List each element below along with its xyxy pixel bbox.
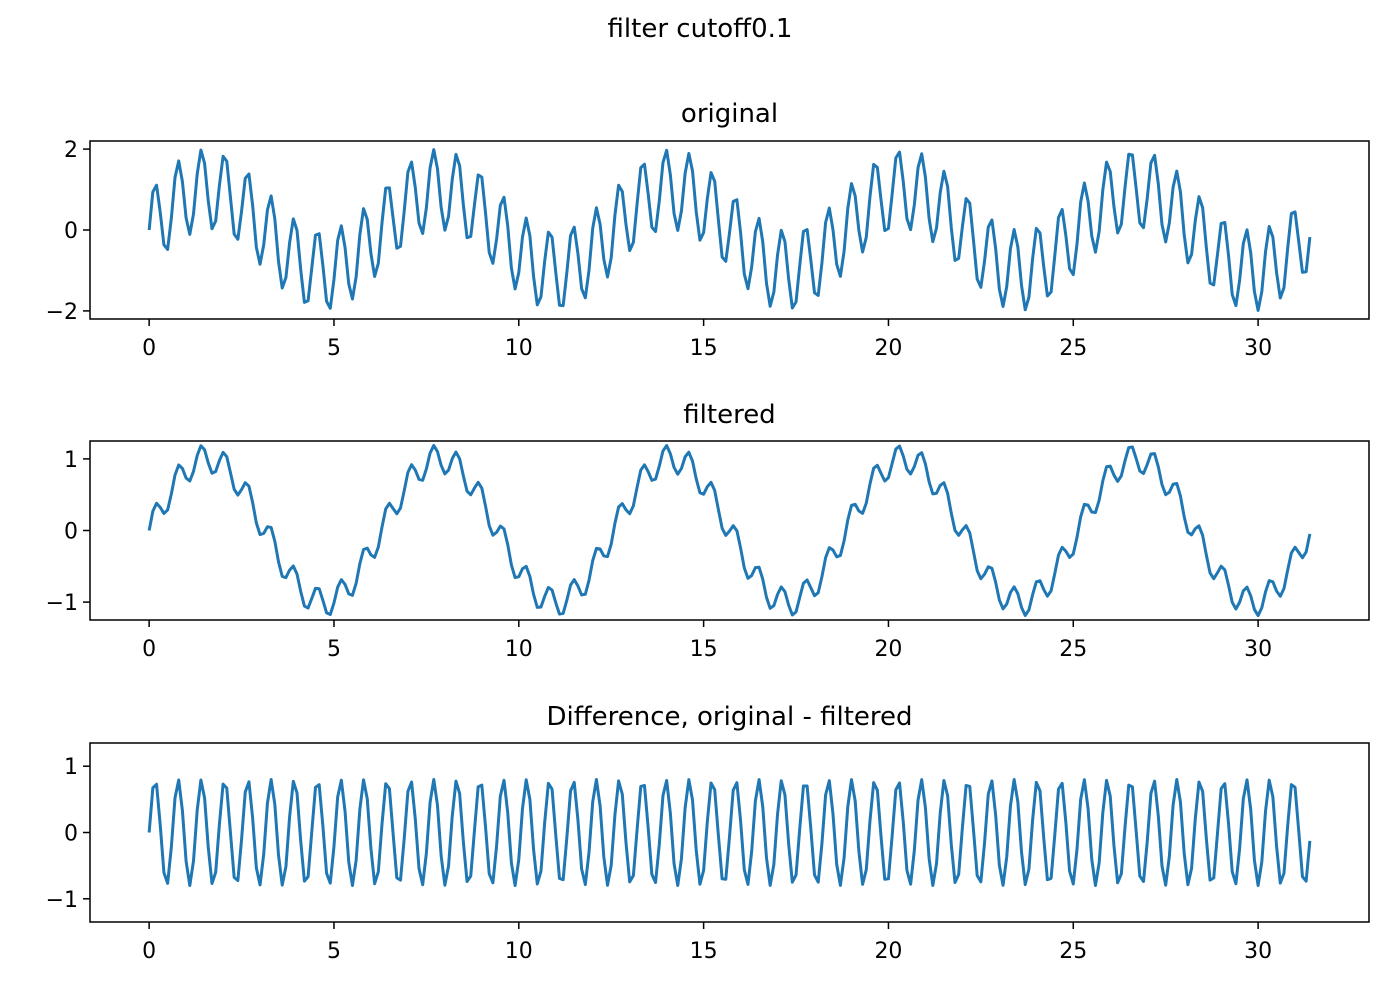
subplot-title: filtered <box>683 400 775 430</box>
x-tick-label: 30 <box>1244 336 1272 361</box>
y-tick-label: 1 <box>64 448 78 473</box>
x-tick-label: 10 <box>505 336 533 361</box>
subplot-2: filtered 0 5 10 15 20 25 30 −1 0 1 <box>46 400 1370 662</box>
x-tick-label: 30 <box>1244 637 1272 662</box>
x-tick-label: 20 <box>874 637 902 662</box>
subplot-title: Difference, original - filtered <box>546 702 912 732</box>
x-tick-label: 15 <box>690 939 718 964</box>
x-tick-label: 5 <box>327 939 341 964</box>
y-tick-label: −2 <box>46 300 78 325</box>
x-tick-label: 15 <box>690 637 718 662</box>
x-tick-label: 25 <box>1059 637 1087 662</box>
y-tick-label: 2 <box>64 138 78 163</box>
y-tick-label: 1 <box>64 755 78 780</box>
x-tick-label: 30 <box>1244 939 1272 964</box>
series-line <box>147 443 1312 618</box>
figure-title: filter cutoff0.1 <box>607 14 793 44</box>
series-line <box>147 777 1312 888</box>
x-tick-label: 0 <box>142 939 156 964</box>
series-line <box>147 148 1312 312</box>
x-tick-label: 10 <box>505 939 533 964</box>
x-tick-label: 0 <box>142 336 156 361</box>
x-tick-label: 15 <box>690 336 718 361</box>
y-tick-label: −1 <box>46 888 78 913</box>
subplot-title: original <box>681 99 778 129</box>
y-tick-label: 0 <box>64 520 78 545</box>
y-tick-label: 0 <box>64 219 78 244</box>
x-tick-label: 25 <box>1059 939 1087 964</box>
x-tick-label: 5 <box>327 336 341 361</box>
x-tick-label: 20 <box>874 336 902 361</box>
x-tick-label: 25 <box>1059 336 1087 361</box>
subplot-1: original 0 5 10 15 20 25 30 −2 0 2 <box>46 99 1370 361</box>
y-tick-label: −1 <box>46 591 78 616</box>
x-tick-label: 20 <box>874 939 902 964</box>
x-tick-label: 0 <box>142 637 156 662</box>
x-tick-label: 5 <box>327 637 341 662</box>
x-tick-label: 10 <box>505 637 533 662</box>
y-tick-label: 0 <box>64 822 78 847</box>
